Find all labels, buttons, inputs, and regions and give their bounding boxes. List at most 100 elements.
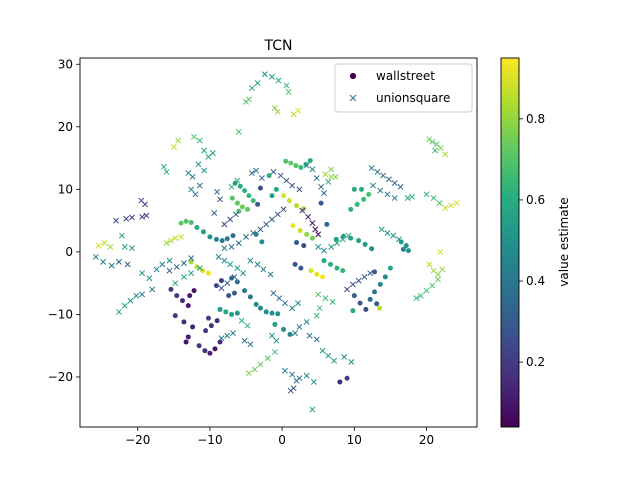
data-point-unionsquare <box>166 267 173 274</box>
data-point-unionsquare <box>188 255 195 262</box>
y-tick-label: 0 <box>65 245 73 259</box>
data-point-unionsquare <box>113 217 120 224</box>
data-point-unionsquare <box>417 292 424 299</box>
data-point-unionsquare <box>355 277 362 284</box>
data-point-unionsquare <box>319 347 326 354</box>
data-point-wallstreet <box>309 235 315 241</box>
data-point-wallstreet <box>185 303 191 309</box>
data-point-unionsquare <box>129 214 135 221</box>
data-point-unionsquare <box>283 82 290 89</box>
data-point-wallstreet <box>196 343 202 349</box>
data-point-wallstreet <box>382 274 388 280</box>
legend-label-unionsquare: unionsquare <box>376 91 450 105</box>
data-point-wallstreet <box>203 328 209 334</box>
data-point-unionsquare <box>224 280 231 287</box>
data-point-unionsquare <box>227 261 234 268</box>
data-point-unionsquare <box>283 177 290 184</box>
legend-label-wallstreet: wallstreet <box>376 69 435 83</box>
data-point-unionsquare <box>413 295 420 302</box>
data-point-wallstreet <box>219 238 225 244</box>
data-point-unionsquare <box>228 243 235 250</box>
data-point-unionsquare <box>221 245 228 252</box>
data-point-unionsquare <box>296 323 303 330</box>
data-point-wallstreet <box>239 204 245 210</box>
data-point-wallstreet <box>183 218 189 224</box>
data-point-unionsquare <box>221 221 228 228</box>
data-point-wallstreet <box>179 298 185 304</box>
data-point-wallstreet <box>363 306 369 312</box>
data-point-unionsquare <box>139 291 146 298</box>
data-point-unionsquare <box>142 201 148 208</box>
data-point-unionsquare <box>188 270 195 277</box>
data-point-unionsquare <box>348 359 355 365</box>
data-point-unionsquare <box>260 266 267 273</box>
data-point-unionsquare <box>234 177 241 184</box>
data-point-wallstreet <box>230 233 236 239</box>
data-point-unionsquare <box>321 190 327 197</box>
data-point-wallstreet <box>202 348 208 354</box>
data-point-unionsquare <box>315 243 322 250</box>
colorbar-tick-label: 0.8 <box>526 112 545 126</box>
data-point-unionsquare <box>397 183 404 190</box>
data-point-unionsquare <box>192 191 199 198</box>
data-point-unionsquare <box>232 211 239 218</box>
legend: wallstreet unionsquare <box>334 63 473 113</box>
data-point-unionsquare <box>316 305 323 312</box>
data-point-unionsquare <box>277 172 284 179</box>
data-point-unionsquare <box>404 195 411 202</box>
data-point-wallstreet <box>266 173 272 179</box>
data-point-unionsquare <box>244 322 251 329</box>
data-point-unionsquare <box>269 216 275 223</box>
data-point-unionsquare <box>264 355 271 362</box>
data-point-unionsquare <box>214 188 221 195</box>
data-point-wallstreet <box>403 243 409 249</box>
data-point-wallstreet <box>354 201 360 207</box>
data-point-unionsquare <box>275 77 282 84</box>
data-point-wallstreet <box>242 288 248 294</box>
data-point-unionsquare <box>240 270 247 277</box>
data-point-unionsquare <box>175 137 182 144</box>
data-point-wallstreet <box>304 231 310 237</box>
data-point-wallstreet <box>178 220 184 226</box>
data-point-wallstreet <box>213 283 219 289</box>
data-point-unionsquare <box>384 230 391 237</box>
data-point-wallstreet <box>301 243 307 249</box>
data-point-unionsquare <box>196 137 203 144</box>
data-point-wallstreet <box>294 203 300 209</box>
data-point-unionsquare <box>274 211 281 218</box>
x-tick-label: 10 <box>347 433 362 447</box>
data-point-unionsquare <box>378 226 385 233</box>
data-point-wallstreet <box>174 293 180 299</box>
data-point-unionsquare <box>429 138 436 145</box>
data-point-unionsquare <box>230 330 236 337</box>
data-point-unionsquare <box>322 171 329 178</box>
data-point-unionsquare <box>289 182 296 189</box>
data-point-unionsquare <box>325 178 332 185</box>
data-point-wallstreet <box>287 331 293 337</box>
data-point-unionsquare <box>339 236 346 243</box>
data-point-unionsquare <box>149 286 156 293</box>
data-point-unionsquare <box>235 240 242 247</box>
data-point-unionsquare <box>432 147 439 154</box>
data-point-wallstreet <box>298 265 304 271</box>
data-point-wallstreet <box>337 379 343 385</box>
data-point-unionsquare <box>313 336 320 343</box>
data-point-wallstreet <box>340 268 346 274</box>
data-point-wallstreet <box>308 268 314 274</box>
data-point-unionsquare <box>368 165 375 172</box>
data-point-unionsquare <box>276 295 283 302</box>
data-point-wallstreet <box>263 309 269 315</box>
scatter-points <box>92 71 460 413</box>
data-point-unionsquare <box>248 170 255 177</box>
data-point-wallstreet <box>187 293 193 299</box>
data-point-wallstreet <box>361 196 367 202</box>
data-point-unionsquare <box>435 276 441 283</box>
data-point-wallstreet <box>242 188 248 194</box>
data-point-unionsquare <box>224 332 231 339</box>
data-point-unionsquare <box>318 183 325 190</box>
data-point-unionsquare <box>271 105 278 111</box>
data-point-wallstreet <box>212 346 218 352</box>
data-point-unionsquare <box>269 332 275 339</box>
data-point-unionsquare <box>253 167 260 174</box>
